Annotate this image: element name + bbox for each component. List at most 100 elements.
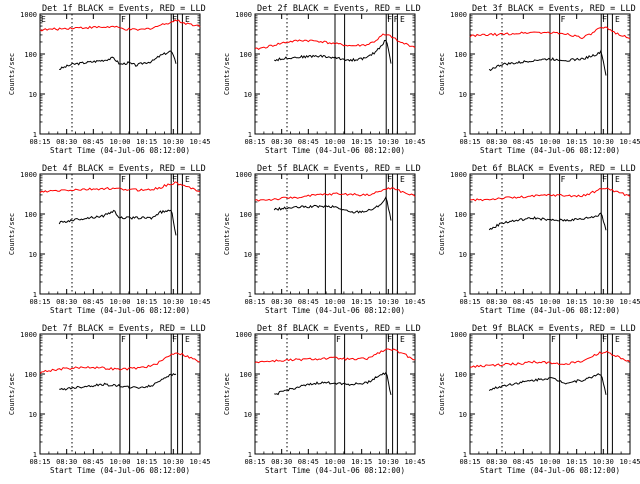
x-tick-label: 08:15 [244, 298, 265, 306]
events-series-line [59, 373, 177, 391]
x-tick-label: 10:15 [566, 298, 587, 306]
flag-label: E [41, 15, 46, 24]
y-tick-label: 10 [244, 91, 252, 99]
flag-label: F [561, 175, 566, 184]
y-tick-label: 1 [248, 451, 252, 459]
flag-label: E [185, 175, 190, 184]
y-tick-label: 100 [454, 211, 467, 219]
panel-title: Det 1f BLACK = Events, RED = LLD [42, 4, 206, 14]
y-tick-label: 1000 [235, 171, 252, 179]
x-tick-label: 08:15 [29, 458, 50, 466]
x-tick-label: 08:30 [271, 298, 292, 306]
y-tick-label: 100 [24, 51, 37, 59]
y-tick-label: 1 [248, 291, 252, 299]
flag-label: E [615, 335, 620, 344]
x-axis-label: Start Time (04-Jul-06 08:12:00) [50, 306, 190, 315]
y-tick-label: 10 [29, 251, 37, 259]
flag-label: F [121, 175, 126, 184]
y-tick-label: 1 [33, 291, 37, 299]
y-axis-label: Counts/sec [8, 213, 16, 255]
x-axis-label: Start Time (04-Jul-06 08:12:00) [480, 306, 620, 315]
x-tick-label: 08:30 [486, 458, 507, 466]
y-tick-label: 1 [248, 131, 252, 139]
x-tick-label: 10:30 [593, 138, 614, 146]
x-tick-label: 10:45 [404, 458, 425, 466]
x-tick-label: 10:15 [566, 458, 587, 466]
y-tick-label: 10 [244, 251, 252, 259]
y-tick-label: 1 [33, 451, 37, 459]
x-tick-label: 10:00 [539, 298, 560, 306]
x-tick-label: 10:45 [189, 458, 210, 466]
panel-title: Det 4f BLACK = Events, RED = LLD [42, 164, 206, 174]
x-tick-label: 08:15 [244, 138, 265, 146]
lld-series-line [39, 19, 201, 32]
x-tick-label: 08:15 [29, 138, 50, 146]
detector-panel-7: Det 7f BLACK = Events, RED = LLD 1 10 100 10… [8, 324, 211, 475]
x-tick-label: 10:30 [378, 138, 399, 146]
flag-label: F [387, 335, 392, 344]
flag-label: E [400, 15, 405, 24]
x-tick-label: 10:30 [163, 138, 184, 146]
x-tick-label: 08:15 [29, 298, 50, 306]
x-tick-label: 10:45 [619, 298, 640, 306]
panel-title: Det 2f BLACK = Events, RED = LLD [257, 4, 421, 14]
flag-label: F [551, 335, 556, 344]
detector-panel-1: Det 1f BLACK = Events, RED = LLD 1 10 100 10… [8, 4, 211, 155]
flag-label: F [121, 15, 126, 24]
x-tick-label: 08:45 [298, 458, 319, 466]
events-series-line [274, 371, 392, 396]
lld-series-line [469, 187, 631, 202]
x-axis-label: Start Time (04-Jul-06 08:12:00) [265, 146, 405, 155]
x-tick-label: 08:45 [513, 458, 534, 466]
y-tick-label: 1000 [450, 171, 467, 179]
y-tick-label: 1000 [20, 171, 37, 179]
x-axis-label: Start Time (04-Jul-06 08:12:00) [480, 146, 620, 155]
flag-label: F [172, 15, 177, 24]
y-axis-label: Counts/sec [8, 53, 16, 95]
lld-series-line [254, 348, 416, 364]
x-tick-label: 10:00 [324, 138, 345, 146]
flag-label: F [602, 335, 607, 344]
detector-panel-4: Det 4f BLACK = Events, RED = LLD 1 10 100 10… [8, 164, 211, 315]
x-tick-label: 08:30 [56, 458, 77, 466]
y-tick-label: 10 [459, 91, 467, 99]
y-axis-label: Counts/sec [8, 373, 16, 415]
events-series-line [488, 212, 607, 231]
flag-label: E [185, 15, 190, 24]
y-tick-label: 100 [239, 371, 252, 379]
x-tick-label: 10:00 [324, 298, 345, 306]
y-tick-label: 10 [244, 411, 252, 419]
x-tick-label: 08:45 [83, 298, 104, 306]
x-tick-label: 08:15 [244, 458, 265, 466]
y-axis-label: Counts/sec [223, 53, 231, 95]
x-tick-label: 08:15 [459, 298, 480, 306]
x-tick-label: 08:45 [83, 138, 104, 146]
x-tick-label: 08:45 [298, 138, 319, 146]
x-tick-label: 10:45 [404, 298, 425, 306]
x-tick-label: 10:30 [163, 458, 184, 466]
flag-label: F [602, 175, 607, 184]
panel-title: Det 5f BLACK = Events, RED = LLD [257, 164, 421, 174]
flag-label: F [387, 15, 392, 24]
y-axis-label: Counts/sec [223, 213, 231, 255]
y-tick-label: 1000 [235, 11, 252, 19]
detector-panel-5: Det 5f BLACK = Events, RED = LLD 1 10 100 10… [223, 164, 426, 315]
x-tick-label: 10:15 [351, 138, 372, 146]
flag-label: F [172, 335, 177, 344]
x-tick-label: 10:30 [593, 458, 614, 466]
x-tick-label: 10:15 [136, 298, 157, 306]
x-tick-label: 08:30 [486, 298, 507, 306]
flag-label: F [561, 15, 566, 24]
flag-label: E [615, 15, 620, 24]
x-axis-label: Start Time (04-Jul-06 08:12:00) [265, 306, 405, 315]
panel-title: Det 9f BLACK = Events, RED = LLD [472, 324, 636, 334]
y-tick-label: 10 [459, 251, 467, 259]
x-tick-label: 08:30 [271, 458, 292, 466]
y-tick-label: 100 [454, 51, 467, 59]
y-tick-label: 10 [29, 411, 37, 419]
y-tick-label: 100 [24, 371, 37, 379]
flag-label: F [387, 175, 392, 184]
detector-panel-6: Det 6f BLACK = Events, RED = LLD 1 10 100 10… [438, 164, 640, 315]
x-tick-label: 08:30 [486, 138, 507, 146]
x-tick-label: 08:15 [459, 138, 480, 146]
